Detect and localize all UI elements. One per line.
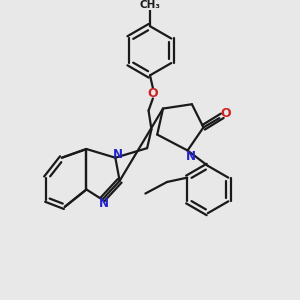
Text: O: O	[148, 87, 158, 100]
Text: N: N	[99, 197, 109, 210]
Text: O: O	[220, 107, 231, 120]
Text: N: N	[112, 148, 123, 161]
Text: N: N	[186, 150, 196, 163]
Text: CH₃: CH₃	[140, 0, 160, 10]
